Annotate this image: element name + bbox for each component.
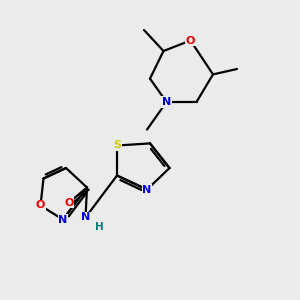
Text: N: N — [142, 184, 152, 195]
Text: O: O — [36, 200, 45, 211]
Text: H: H — [94, 222, 103, 232]
Text: N: N — [81, 212, 90, 223]
Text: O: O — [64, 197, 74, 208]
Text: S: S — [113, 140, 121, 151]
Text: O: O — [186, 35, 195, 46]
Text: N: N — [58, 214, 68, 225]
Text: N: N — [162, 97, 171, 107]
